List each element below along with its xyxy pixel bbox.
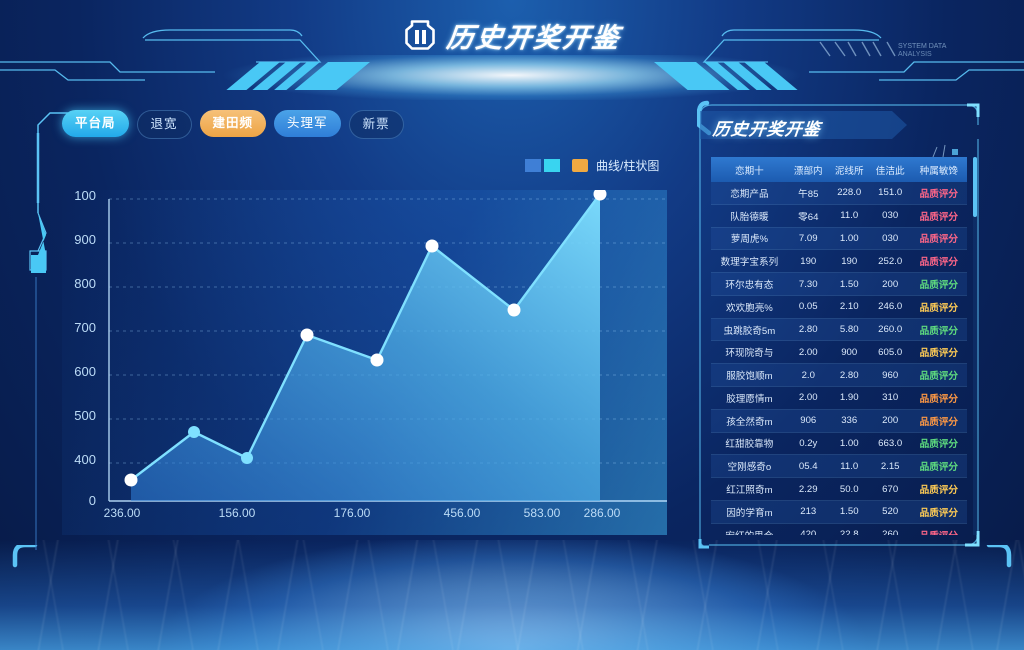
svg-text:ANALYSIS: ANALYSIS [898,51,932,58]
svg-text:SYSTEM DATA: SYSTEM DATA [898,43,947,50]
